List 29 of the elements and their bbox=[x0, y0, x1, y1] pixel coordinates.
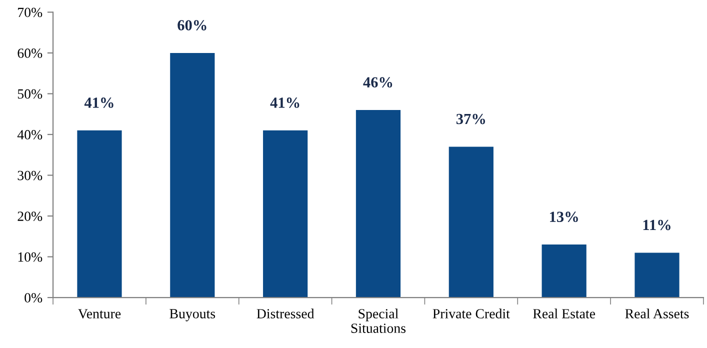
y-tick-label: 60% bbox=[18, 48, 42, 58]
bar bbox=[170, 52, 215, 298]
data-label: 13% bbox=[550, 212, 578, 222]
y-tick-label: 20% bbox=[18, 212, 42, 222]
data-label: 46% bbox=[363, 77, 392, 88]
data-label: 11% bbox=[643, 220, 670, 230]
x-tick-label: Private Credit bbox=[432, 308, 510, 318]
bar bbox=[542, 244, 586, 298]
bar bbox=[634, 252, 680, 298]
y-tick-label: 30% bbox=[18, 170, 42, 180]
x-tick-label: Venture bbox=[78, 309, 121, 318]
y-tick-label: 70% bbox=[18, 8, 42, 18]
y-tick-label: 0% bbox=[24, 293, 42, 303]
y-tick-label: 10% bbox=[18, 252, 42, 262]
x-tick-label: Buyouts bbox=[170, 309, 216, 322]
bar bbox=[77, 130, 122, 298]
y-tick-label: 40% bbox=[17, 130, 42, 140]
y-tick-label: 50% bbox=[18, 89, 42, 99]
data-label: 41% bbox=[270, 98, 300, 108]
x-tick-label: Real Estate bbox=[533, 308, 596, 318]
x-tick-label: Special Situations bbox=[351, 308, 406, 333]
data-label: 41% bbox=[84, 98, 114, 108]
x-tick-label: Distressed bbox=[256, 308, 314, 318]
data-label: 60% bbox=[178, 20, 206, 30]
bar bbox=[356, 110, 401, 298]
bar bbox=[448, 146, 494, 298]
x-tick-label: Real Assets bbox=[625, 308, 689, 318]
bar bbox=[263, 130, 308, 298]
data-label: 37% bbox=[456, 114, 486, 124]
